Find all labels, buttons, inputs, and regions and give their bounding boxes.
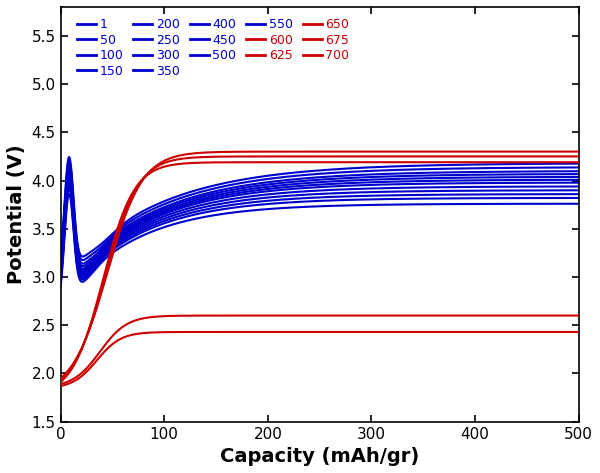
- Legend: 1, 50, 100, 150, 200, 250, 300, 350, 400, 450, 500, 550, 600, 625, 650, 675, 700: 1, 50, 100, 150, 200, 250, 300, 350, 400…: [72, 13, 354, 83]
- X-axis label: Capacity (mAh/gr): Capacity (mAh/gr): [220, 447, 419, 466]
- Y-axis label: Potential (V): Potential (V): [7, 144, 26, 284]
